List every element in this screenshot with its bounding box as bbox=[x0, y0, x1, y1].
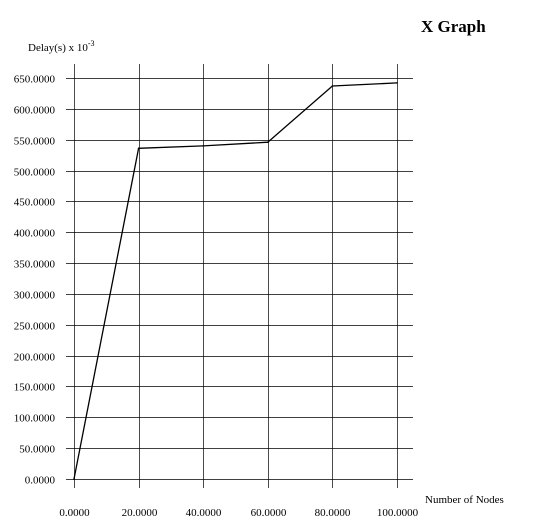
data-point bbox=[73, 478, 75, 480]
x-axis-tick-labels: 0.0000 20.0000 40.0000 60.0000 80.0000 100.00… bbox=[59, 507, 418, 519]
chart-title: X Graph bbox=[421, 17, 486, 36]
y-tick-label: 650.0000 bbox=[14, 74, 56, 86]
y-tick-label: 50.0000 bbox=[19, 444, 55, 456]
y-tick-label: 500.0000 bbox=[14, 167, 56, 179]
y-tick-label: 550.0000 bbox=[14, 136, 56, 148]
x-tick-label: 100.0000 bbox=[377, 507, 419, 519]
data-point bbox=[331, 85, 334, 87]
y-axis-tick-labels: 0.0000 50.0000 100.0000 150.0000 200.0000 250… bbox=[14, 74, 56, 487]
x-tick-label: 60.0000 bbox=[251, 507, 287, 519]
series-layer bbox=[73, 82, 398, 480]
y-tick-label: 150.0000 bbox=[14, 382, 56, 394]
x-tick-label: 0.0000 bbox=[59, 507, 90, 519]
grid bbox=[66, 64, 413, 488]
x-tick-label: 80.0000 bbox=[315, 507, 351, 519]
y-tick-label: 400.0000 bbox=[14, 228, 56, 240]
data-point bbox=[137, 147, 140, 150]
x-tick-label: 40.0000 bbox=[186, 507, 222, 519]
y-axis-label: Delay(s) x 10-3 bbox=[28, 39, 95, 54]
y-tick-label: 250.0000 bbox=[14, 321, 56, 333]
y-tick-label: 200.0000 bbox=[14, 352, 56, 364]
y-tick-label: 600.0000 bbox=[14, 105, 56, 117]
data-point bbox=[202, 145, 204, 147]
y-axis-label-exponent: -3 bbox=[88, 39, 95, 48]
y-tick-label: 0.0000 bbox=[25, 475, 56, 487]
data-point bbox=[267, 141, 269, 143]
y-tick-label: 300.0000 bbox=[14, 290, 56, 302]
x-axis-label: Number of Nodes bbox=[425, 494, 504, 506]
y-axis-label-text: Delay(s) x 10 bbox=[28, 42, 88, 54]
x-tick-label: 20.0000 bbox=[122, 507, 158, 519]
y-tick-label: 450.0000 bbox=[14, 197, 56, 209]
data-point bbox=[396, 82, 398, 84]
y-tick-label: 100.0000 bbox=[14, 413, 56, 425]
series-line bbox=[73, 82, 398, 480]
y-tick-label: 350.0000 bbox=[14, 259, 56, 271]
